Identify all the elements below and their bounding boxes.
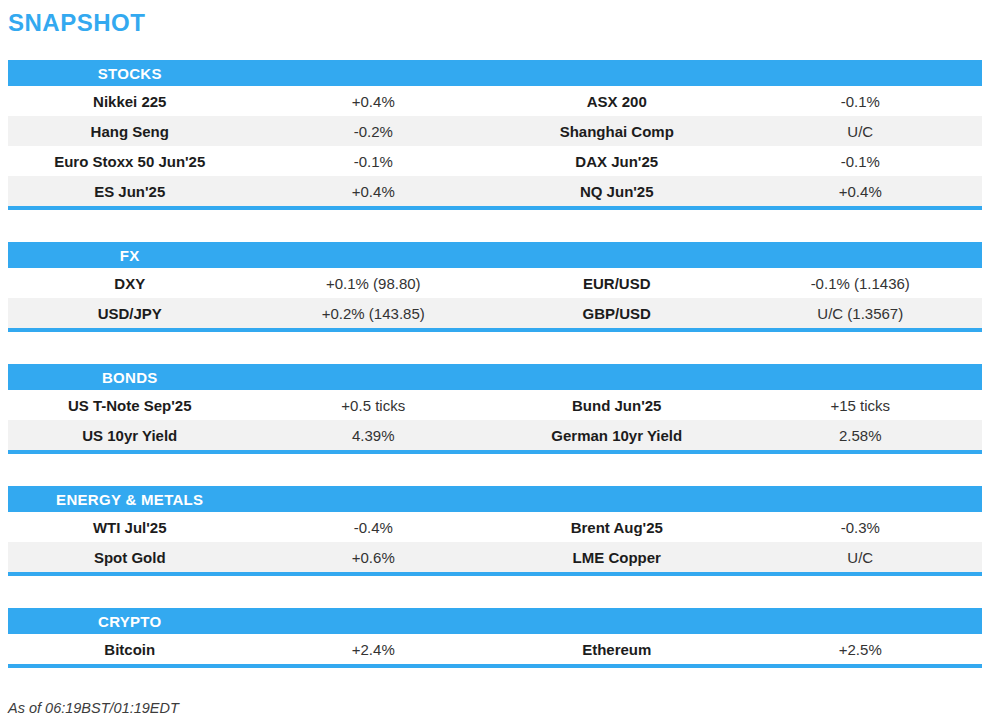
- instrument-name: Ethereum: [495, 641, 739, 658]
- instrument-name: WTI Jul'25: [8, 519, 252, 536]
- table-row: US 10yr Yield4.39%German 10yr Yield2.58%: [8, 420, 982, 450]
- page-title: SNAPSHOT: [8, 9, 991, 37]
- table-row: Spot Gold+0.6%LME CopperU/C: [8, 542, 982, 572]
- instrument-name: DAX Jun'25: [495, 153, 739, 170]
- instrument-value: +0.1% (98.80): [252, 275, 496, 292]
- instrument-name: GBP/USD: [495, 305, 739, 322]
- instrument-value: +2.5%: [739, 641, 983, 658]
- instrument-name: Euro Stoxx 50 Jun'25: [8, 153, 252, 170]
- table-row: DXY+0.1% (98.80)EUR/USD-0.1% (1.1436): [8, 268, 982, 298]
- table-row: Bitcoin+2.4%Ethereum+2.5%: [8, 634, 982, 664]
- instrument-name: Bund Jun'25: [495, 397, 739, 414]
- table-row: WTI Jul'25-0.4%Brent Aug'25-0.3%: [8, 512, 982, 542]
- section-header-label: CRYPTO: [8, 613, 252, 630]
- section-header-bonds: BONDS: [8, 364, 982, 390]
- section-bonds: BONDS US T-Note Sep'25+0.5 ticksBund Jun'…: [8, 364, 982, 454]
- instrument-value: +2.4%: [252, 641, 496, 658]
- instrument-value: -0.1%: [252, 153, 496, 170]
- table-row: Hang Seng-0.2%Shanghai CompU/C: [8, 116, 982, 146]
- instrument-name: EUR/USD: [495, 275, 739, 292]
- instrument-value: +0.2% (143.85): [252, 305, 496, 322]
- instrument-name: Bitcoin: [8, 641, 252, 658]
- instrument-name: Nikkei 225: [8, 93, 252, 110]
- instrument-value: U/C: [739, 549, 983, 566]
- section-header-label: FX: [8, 247, 252, 264]
- sections: STOCKSNikkei 225+0.4%ASX 200-0.1%Hang Se…: [8, 60, 982, 668]
- table-row: Nikkei 225+0.4%ASX 200-0.1%: [8, 86, 982, 116]
- instrument-name: NQ Jun'25: [495, 183, 739, 200]
- instrument-name: ES Jun'25: [8, 183, 252, 200]
- instrument-value: U/C: [739, 123, 983, 140]
- instrument-value: -0.1%: [739, 153, 983, 170]
- instrument-name: Spot Gold: [8, 549, 252, 566]
- instrument-name: ASX 200: [495, 93, 739, 110]
- instrument-value: +0.6%: [252, 549, 496, 566]
- section-header-stocks: STOCKS: [8, 60, 982, 86]
- instrument-value: 4.39%: [252, 427, 496, 444]
- instrument-name: US T-Note Sep'25: [8, 397, 252, 414]
- section-header-fx: FX: [8, 242, 982, 268]
- instrument-name: Brent Aug'25: [495, 519, 739, 536]
- table-row: Euro Stoxx 50 Jun'25-0.1%DAX Jun'25-0.1%: [8, 146, 982, 176]
- section-header-crypto: CRYPTO: [8, 608, 982, 634]
- snapshot-page: SNAPSHOT STOCKSNikkei 225+0.4%ASX 200-0.…: [0, 0, 1005, 716]
- section-stocks: STOCKSNikkei 225+0.4%ASX 200-0.1%Hang Se…: [8, 60, 982, 210]
- instrument-value: -0.3%: [739, 519, 983, 536]
- instrument-value: 2.58%: [739, 427, 983, 444]
- section-energy-metals: ENERGY & METALS WTI Jul'25-0.4%Brent Aug'…: [8, 486, 982, 576]
- section-header-label: BONDS: [8, 369, 252, 386]
- table-row: ES Jun'25+0.4%NQ Jun'25+0.4%: [8, 176, 982, 206]
- instrument-name: Shanghai Comp: [495, 123, 739, 140]
- instrument-value: +0.5 ticks: [252, 397, 496, 414]
- instrument-name: US 10yr Yield: [8, 427, 252, 444]
- section-crypto: CRYPTO Bitcoin+2.4%Ethereum+2.5%: [8, 608, 982, 668]
- instrument-value: +0.4%: [252, 93, 496, 110]
- section-header-label: STOCKS: [8, 65, 252, 82]
- timestamp-note: As of 06:19BST/01:19EDT: [8, 700, 991, 716]
- instrument-value: +15 ticks: [739, 397, 983, 414]
- instrument-value: +0.4%: [739, 183, 983, 200]
- instrument-value: -0.1% (1.1436): [739, 275, 983, 292]
- section-header-energy-metals: ENERGY & METALS: [8, 486, 982, 512]
- instrument-value: -0.4%: [252, 519, 496, 536]
- instrument-name: DXY: [8, 275, 252, 292]
- section-header-label: ENERGY & METALS: [8, 491, 252, 508]
- instrument-value: -0.2%: [252, 123, 496, 140]
- section-fx: FXDXY+0.1% (98.80)EUR/USD-0.1% (1.1436)U…: [8, 242, 982, 332]
- instrument-value: -0.1%: [739, 93, 983, 110]
- instrument-name: LME Copper: [495, 549, 739, 566]
- instrument-name: Hang Seng: [8, 123, 252, 140]
- instrument-name: USD/JPY: [8, 305, 252, 322]
- instrument-value: U/C (1.3567): [739, 305, 983, 322]
- instrument-name: German 10yr Yield: [495, 427, 739, 444]
- table-row: USD/JPY+0.2% (143.85)GBP/USDU/C (1.3567): [8, 298, 982, 328]
- table-row: US T-Note Sep'25+0.5 ticksBund Jun'25+15…: [8, 390, 982, 420]
- instrument-value: +0.4%: [252, 183, 496, 200]
